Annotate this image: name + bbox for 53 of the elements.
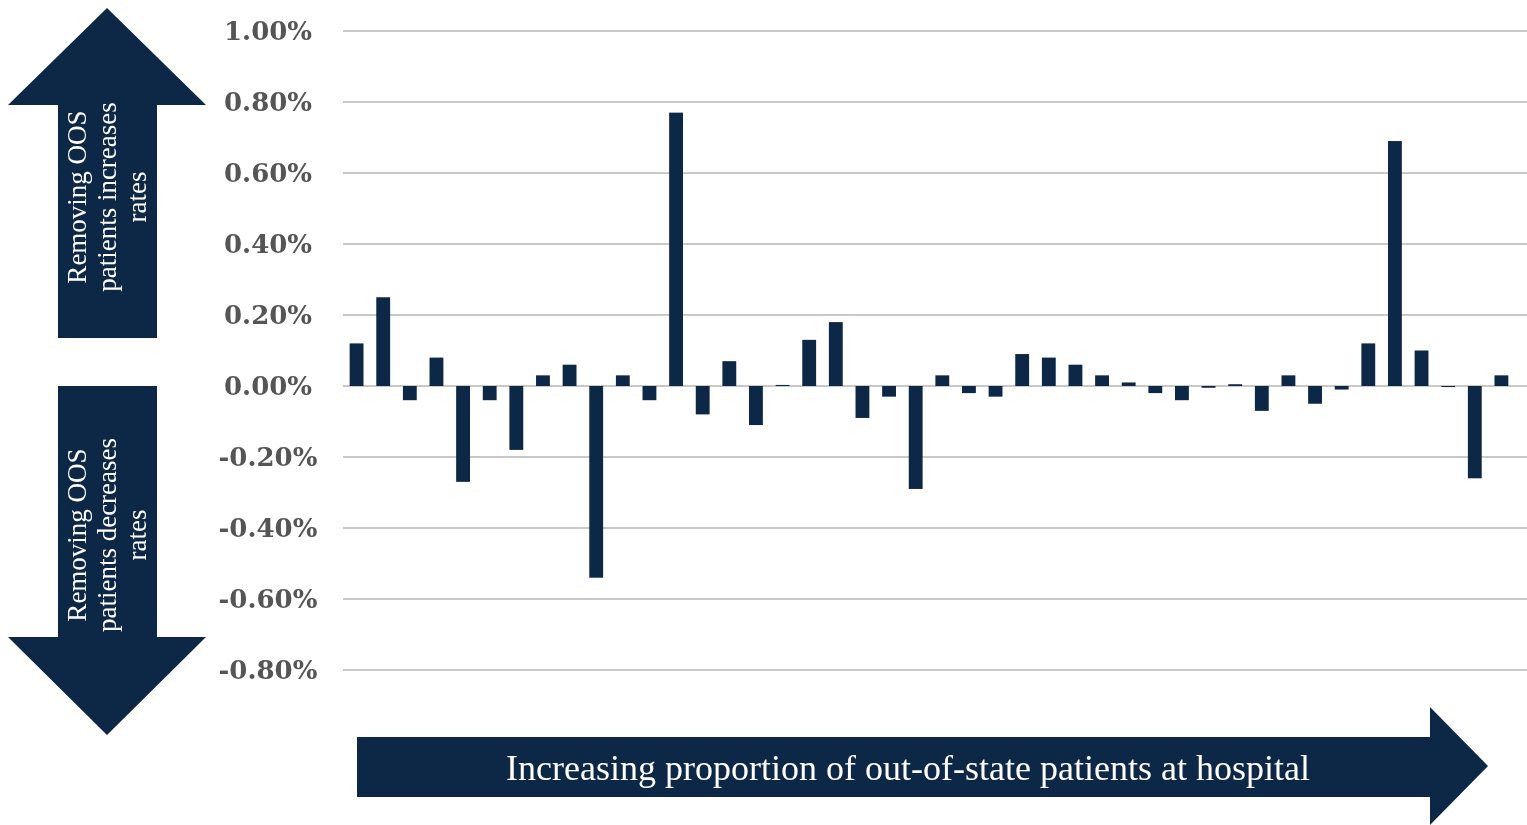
- bar: [1175, 386, 1189, 401]
- bar: [376, 297, 391, 386]
- bar: [536, 375, 550, 386]
- bar: [855, 386, 870, 418]
- bar: [722, 361, 737, 386]
- bar: [1414, 350, 1429, 386]
- bar: [802, 339, 817, 386]
- bar: [1494, 375, 1509, 386]
- bar: [1068, 364, 1083, 386]
- bar: [908, 386, 923, 489]
- bar: [456, 386, 470, 482]
- text: Removing OOS patients decreases rates: [62, 437, 152, 633]
- bar: [349, 343, 364, 386]
- y-tick-label: 0.60%: [223, 158, 313, 189]
- text: Increasing proportion of out-of-state patients at hospital: [506, 747, 1310, 788]
- bar: [988, 386, 1003, 397]
- y-tick-label: -0.60%: [218, 584, 318, 615]
- text: Removing OOS patients increases rates: [62, 102, 152, 292]
- bar: [1148, 386, 1163, 394]
- y-tick-label: 1.00%: [223, 16, 313, 47]
- bar: [882, 386, 896, 397]
- bar: [749, 386, 763, 426]
- bar: [1254, 386, 1269, 411]
- bar: [509, 386, 524, 450]
- bar: [1281, 375, 1296, 386]
- y-tick-label: -0.80%: [218, 655, 318, 686]
- bar: [1121, 382, 1136, 386]
- bar: [429, 357, 444, 386]
- bar: [828, 322, 843, 386]
- y-tick-label: -0.40%: [218, 513, 318, 544]
- bar: [1361, 343, 1376, 386]
- bar: [1041, 357, 1056, 386]
- bar: [1467, 386, 1482, 479]
- y-tick-label: -0.20%: [218, 442, 318, 473]
- bar: [402, 386, 417, 401]
- bar: [935, 375, 950, 386]
- bar: [1334, 386, 1349, 390]
- bar: [1308, 386, 1322, 404]
- bar: [482, 386, 497, 401]
- bar: [1095, 375, 1109, 386]
- y-tick-label: 0.00%: [223, 371, 313, 402]
- bar: [642, 386, 657, 401]
- bar: [962, 386, 976, 394]
- y-tick-label: 0.80%: [223, 87, 313, 118]
- bar: [695, 386, 710, 415]
- y-tick-label: 0.20%: [223, 300, 313, 331]
- bar: [669, 112, 683, 386]
- bar: [1388, 141, 1402, 386]
- y-tick-label: 0.40%: [223, 229, 313, 260]
- bar: [1015, 354, 1030, 386]
- bar: [615, 375, 630, 386]
- bar: [589, 386, 604, 578]
- bar: [562, 364, 577, 386]
